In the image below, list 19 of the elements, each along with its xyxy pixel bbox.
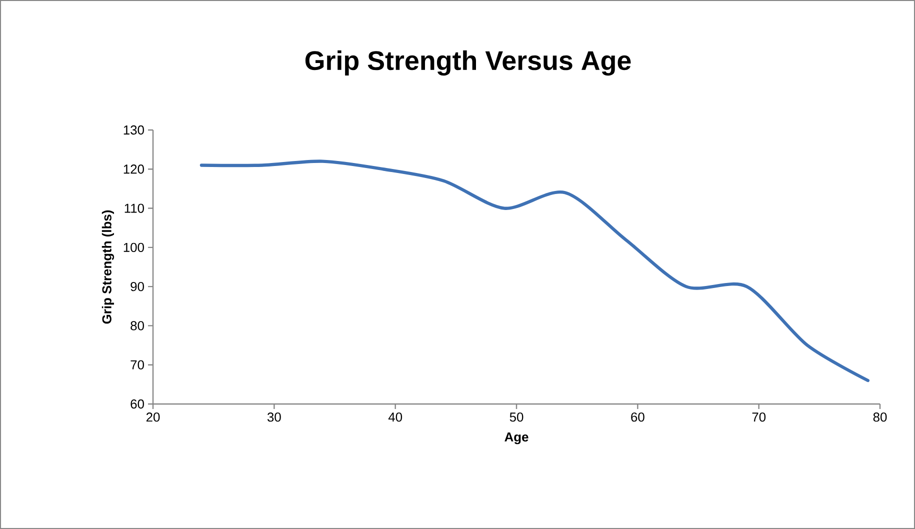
y-tick-label: 110 — [124, 204, 144, 213]
x-tick-label: 40 — [388, 412, 402, 422]
y-axis-title: Grip Strength (lbs) — [102, 210, 114, 324]
y-tick-label: 100 — [124, 242, 144, 252]
x-tick-label: 70 — [752, 412, 766, 422]
x-tick-label: 50 — [510, 412, 524, 422]
line-series — [200, 160, 870, 382]
y-tick-label: 90 — [130, 282, 144, 292]
x-tick-label: 20 — [146, 412, 160, 422]
x-axis-title: Age — [504, 432, 528, 444]
x-tick-label: 60 — [631, 412, 644, 422]
y-tick-label: 130 — [124, 125, 144, 135]
x-tick-label: 80 — [873, 412, 887, 422]
x-tick-label: 30 — [267, 412, 281, 422]
y-tick-label: 120 — [124, 164, 144, 174]
y-tick-label: 60 — [130, 399, 144, 409]
chart-title: Grip Strength Versus Age — [305, 50, 631, 76]
y-tick-label: 70 — [130, 360, 144, 370]
y-tick-label: 80 — [130, 321, 144, 330]
